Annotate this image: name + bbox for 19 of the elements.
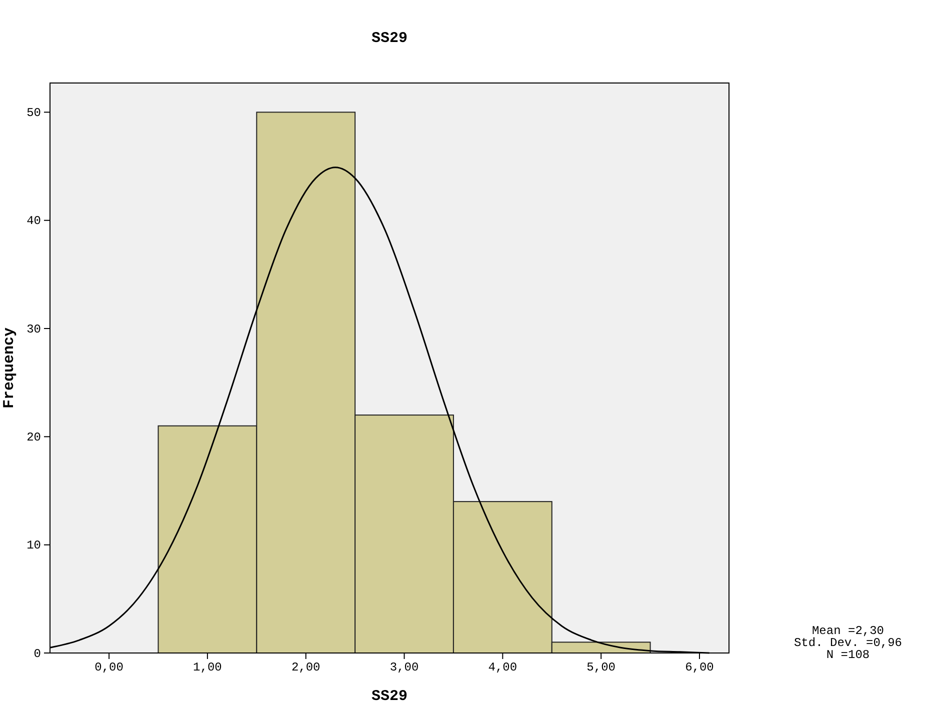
- chart-title: SS29: [371, 30, 408, 47]
- x-tick-label: 1,00: [193, 660, 222, 675]
- x-tick-label: 4,00: [488, 660, 518, 675]
- x-tick-label: 0,00: [94, 660, 124, 675]
- x-tick-label: 2,00: [291, 660, 320, 675]
- y-tick-label: 20: [26, 430, 41, 445]
- text: Std. Dev. =0,96: [794, 636, 902, 650]
- y-tick-label: 0: [34, 646, 41, 661]
- x-axis-title: SS29: [371, 688, 408, 705]
- x-tick-label: 6,00: [685, 660, 714, 675]
- y-tick-label: 40: [26, 214, 41, 228]
- text: N =108: [826, 648, 870, 662]
- x-tick-label: 3,00: [390, 660, 419, 675]
- x-tick-label: 5,00: [586, 660, 616, 675]
- y-tick-label: 50: [26, 106, 41, 120]
- text: Mean =2,30: [812, 624, 884, 638]
- y-tick-label: 10: [26, 538, 41, 553]
- y-tick-label: 30: [26, 322, 41, 336]
- y-axis-title: Frequency: [1, 327, 18, 409]
